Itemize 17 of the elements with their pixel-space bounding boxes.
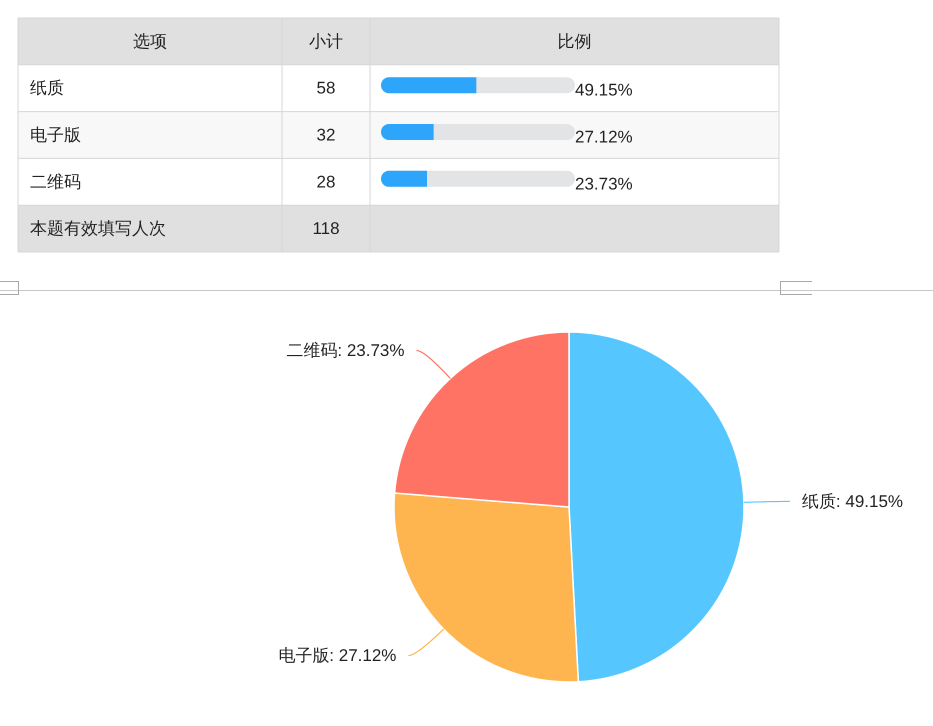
data-label: 27.12% (575, 128, 633, 146)
slice-label: 二维码: 23.73% (286, 341, 405, 360)
y-tick-label: 电子版 (30, 126, 81, 144)
text: 小计 (309, 32, 343, 51)
slice-label: 纸质: 49.15% (802, 492, 904, 511)
text: 118 (312, 219, 340, 238)
y-tick-label: 二维码 (30, 172, 81, 192)
data-label: 23.73% (575, 174, 633, 194)
text: 28 (316, 172, 336, 192)
text: 本题有效填写人次 (30, 219, 166, 238)
y-tick-label: 纸质 (30, 78, 64, 98)
text: 32 (316, 126, 336, 144)
text: 58 (316, 78, 336, 98)
y-axis-title: 选项 (133, 32, 167, 51)
x-axis-title: 比例 (558, 32, 592, 51)
data-label: 49.15% (575, 80, 633, 100)
slice-label: 电子版: 27.12% (278, 646, 396, 666)
